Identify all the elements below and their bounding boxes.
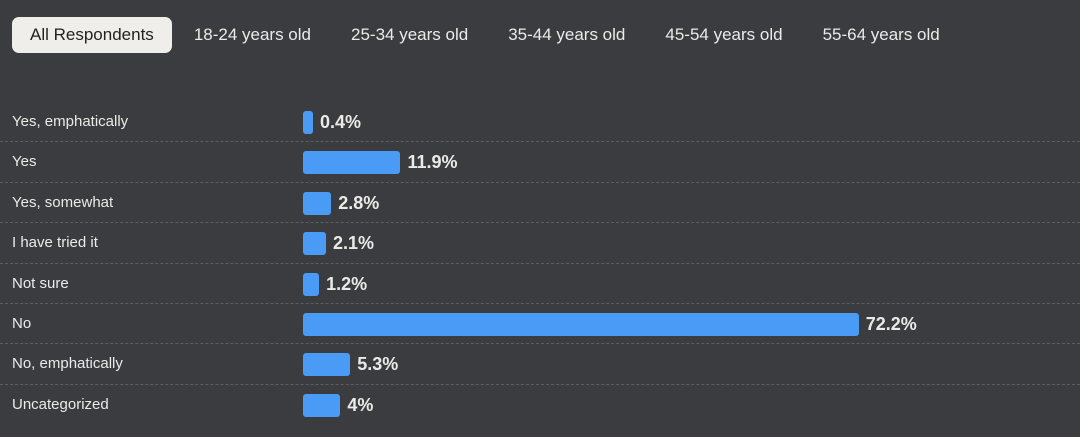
chart-row: Not sure 1.2% [0, 264, 1080, 304]
bar [303, 111, 314, 134]
bar [303, 353, 351, 377]
respondent-filter-tabs: All Respondents 18-24 years old 25-34 year… [12, 17, 962, 53]
chart-row: I have tried it 2.1% [0, 223, 1080, 264]
chart-row: No 72.2% [0, 304, 1080, 345]
data-label: 72.2% [865, 313, 917, 334]
data-label: 1.2% [326, 273, 368, 294]
tab-all-respondents[interactable]: All Respondents [12, 17, 172, 53]
bar [303, 151, 401, 175]
category-label: Yes, somewhat [12, 193, 114, 211]
data-label: 4% [347, 394, 374, 415]
chart-row: Yes, emphatically 0.4% [0, 102, 1080, 143]
tab-25-34-years-old[interactable]: 25-34 years old [351, 25, 469, 44]
bar [303, 272, 320, 296]
bar [303, 232, 326, 256]
category-label: Not sure [12, 274, 69, 292]
data-label: 2.8% [338, 192, 380, 213]
category-label: Yes, emphatically [12, 113, 129, 130]
data-label: 5.3% [357, 354, 399, 375]
bar [303, 191, 332, 215]
bar-chart: Yes, emphatically 0.4% Yes 11.9% Yes, somewh… [0, 102, 1080, 425]
bar [303, 393, 341, 417]
chart-row: Uncategorized 4% [0, 385, 1080, 425]
tab-35-44-years-old[interactable]: 35-44 years old [508, 25, 626, 44]
category-label: I have tried it [12, 234, 98, 252]
tab-55-64-years-old[interactable]: 55-64 years old [822, 25, 940, 44]
bar [303, 312, 859, 336]
category-label: Uncategorized [12, 395, 109, 413]
tab-18-24-years-old[interactable]: 18-24 years old [193, 25, 311, 44]
chart-row: Yes, somewhat 2.8% [0, 183, 1080, 224]
chart-row: Yes 11.9% [0, 142, 1080, 183]
category-label: Yes [12, 153, 37, 171]
tab-45-54-years-old[interactable]: 45-54 years old [665, 25, 783, 44]
category-label: No [12, 314, 32, 332]
data-label: 0.4% [320, 112, 362, 132]
data-label: 11.9% [407, 152, 458, 173]
data-label: 2.1% [332, 233, 374, 254]
chart-row: No, emphatically 5.3% [0, 344, 1080, 385]
category-label: No, emphatically [12, 355, 123, 373]
